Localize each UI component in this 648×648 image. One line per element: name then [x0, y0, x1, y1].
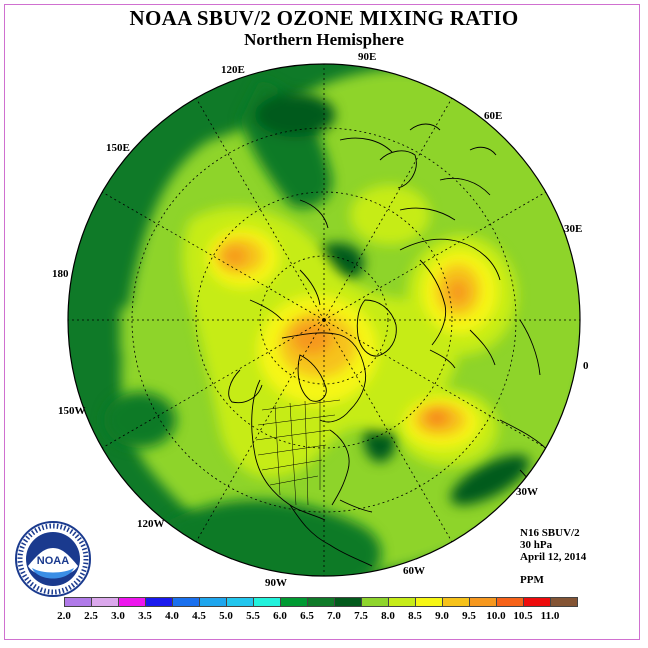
- legend-tick-label: 7.5: [354, 610, 368, 622]
- legend-swatch-6: [226, 597, 254, 607]
- field-9.5-east: [448, 280, 468, 304]
- legend-swatch-16: [496, 597, 524, 607]
- lon-label-180: 180: [52, 268, 69, 280]
- legend-tick-label: 10.5: [513, 610, 533, 622]
- legend-tick-label: 6.5: [300, 610, 314, 622]
- noaa-logo-text: NOAA: [37, 555, 69, 567]
- field-9.5-northwest: [223, 247, 247, 265]
- legend-tick-label: 3.0: [111, 610, 125, 622]
- legend-swatch-7: [253, 597, 281, 607]
- legend-swatch-10: [334, 597, 362, 607]
- field-10.0-southeast: [430, 414, 442, 422]
- legend-tick-label: 5.5: [246, 610, 260, 622]
- legend-tick-label: 8.0: [381, 610, 395, 622]
- lon-label-30w: 30W: [516, 486, 538, 498]
- legend-swatch-1: [91, 597, 119, 607]
- legend-swatch-9: [307, 597, 335, 607]
- lon-label-120e: 120E: [221, 64, 245, 76]
- lon-label-60e: 60E: [484, 110, 503, 122]
- legend-swatch-13: [415, 597, 443, 607]
- legend-swatch-4: [172, 597, 200, 607]
- legend-tick-label: 11.0: [540, 610, 560, 622]
- figure-frame: [4, 4, 640, 640]
- legend-tick-label: 8.5: [408, 610, 422, 622]
- lon-label-60w: 60W: [403, 565, 425, 577]
- ozone-field: [68, 64, 580, 576]
- lon-label-30e: 30E: [564, 223, 583, 235]
- legend-tick-label: 9.5: [462, 610, 476, 622]
- noaa-logo: NOAA: [14, 520, 92, 598]
- field-6.5-pocket-d: [450, 454, 530, 506]
- date-label: April 12, 2014: [520, 551, 587, 563]
- legend-swatch-2: [118, 597, 146, 607]
- field-6.5-pocket-e: [104, 392, 176, 448]
- legend-tick-label: 6.0: [273, 610, 287, 622]
- legend-tick-label: 2.5: [84, 610, 98, 622]
- legend-tick-label: 3.5: [138, 610, 152, 622]
- lon-label-90w: 90W: [265, 577, 287, 589]
- field-8.0-north: [350, 185, 430, 245]
- lon-label-150e: 150E: [106, 142, 130, 154]
- legend-swatch-3: [145, 597, 173, 607]
- lon-label-150w: 150W: [58, 405, 86, 417]
- legend-tick-label: 4.5: [192, 610, 206, 622]
- legend-tick-label: 4.0: [165, 610, 179, 622]
- noaa-emblem-icon: NOAA: [15, 521, 91, 597]
- legend-swatch-11: [361, 597, 389, 607]
- legend-tick-label: 5.0: [219, 610, 233, 622]
- map-subtitle: Northern Hemisphere: [244, 30, 404, 49]
- legend-tick-label: 9.0: [435, 610, 449, 622]
- field-9.5-center: [292, 322, 332, 354]
- state-borders: [255, 399, 341, 506]
- legend-tick-label: 2.0: [57, 610, 71, 622]
- units-label: PPM: [520, 574, 544, 586]
- legend-swatch-8: [280, 597, 308, 607]
- legend-swatch-0: [64, 597, 92, 607]
- lon-label-0: 0: [583, 360, 589, 372]
- legend-swatch-5: [199, 597, 227, 607]
- legend-tick-label: 10.0: [486, 610, 506, 622]
- legend-swatch-14: [442, 597, 470, 607]
- field-6.5-pocket-f: [255, 93, 335, 137]
- map-boundary: [67, 63, 581, 577]
- legend-swatch-12: [388, 597, 416, 607]
- lon-label-120w: 120W: [137, 518, 165, 530]
- pressure-level-label: 30 hPa: [520, 539, 553, 551]
- map-title: NOAA SBUV/2 OZONE MIXING RATIO: [129, 6, 519, 30]
- lon-label-90e: 90E: [358, 51, 377, 63]
- legend-swatch-17: [523, 597, 551, 607]
- legend-swatch-18: [550, 597, 578, 607]
- legend-swatch-15: [469, 597, 497, 607]
- legend-tick-label: 7.0: [327, 610, 341, 622]
- instrument-label: N16 SBUV/2: [520, 527, 580, 539]
